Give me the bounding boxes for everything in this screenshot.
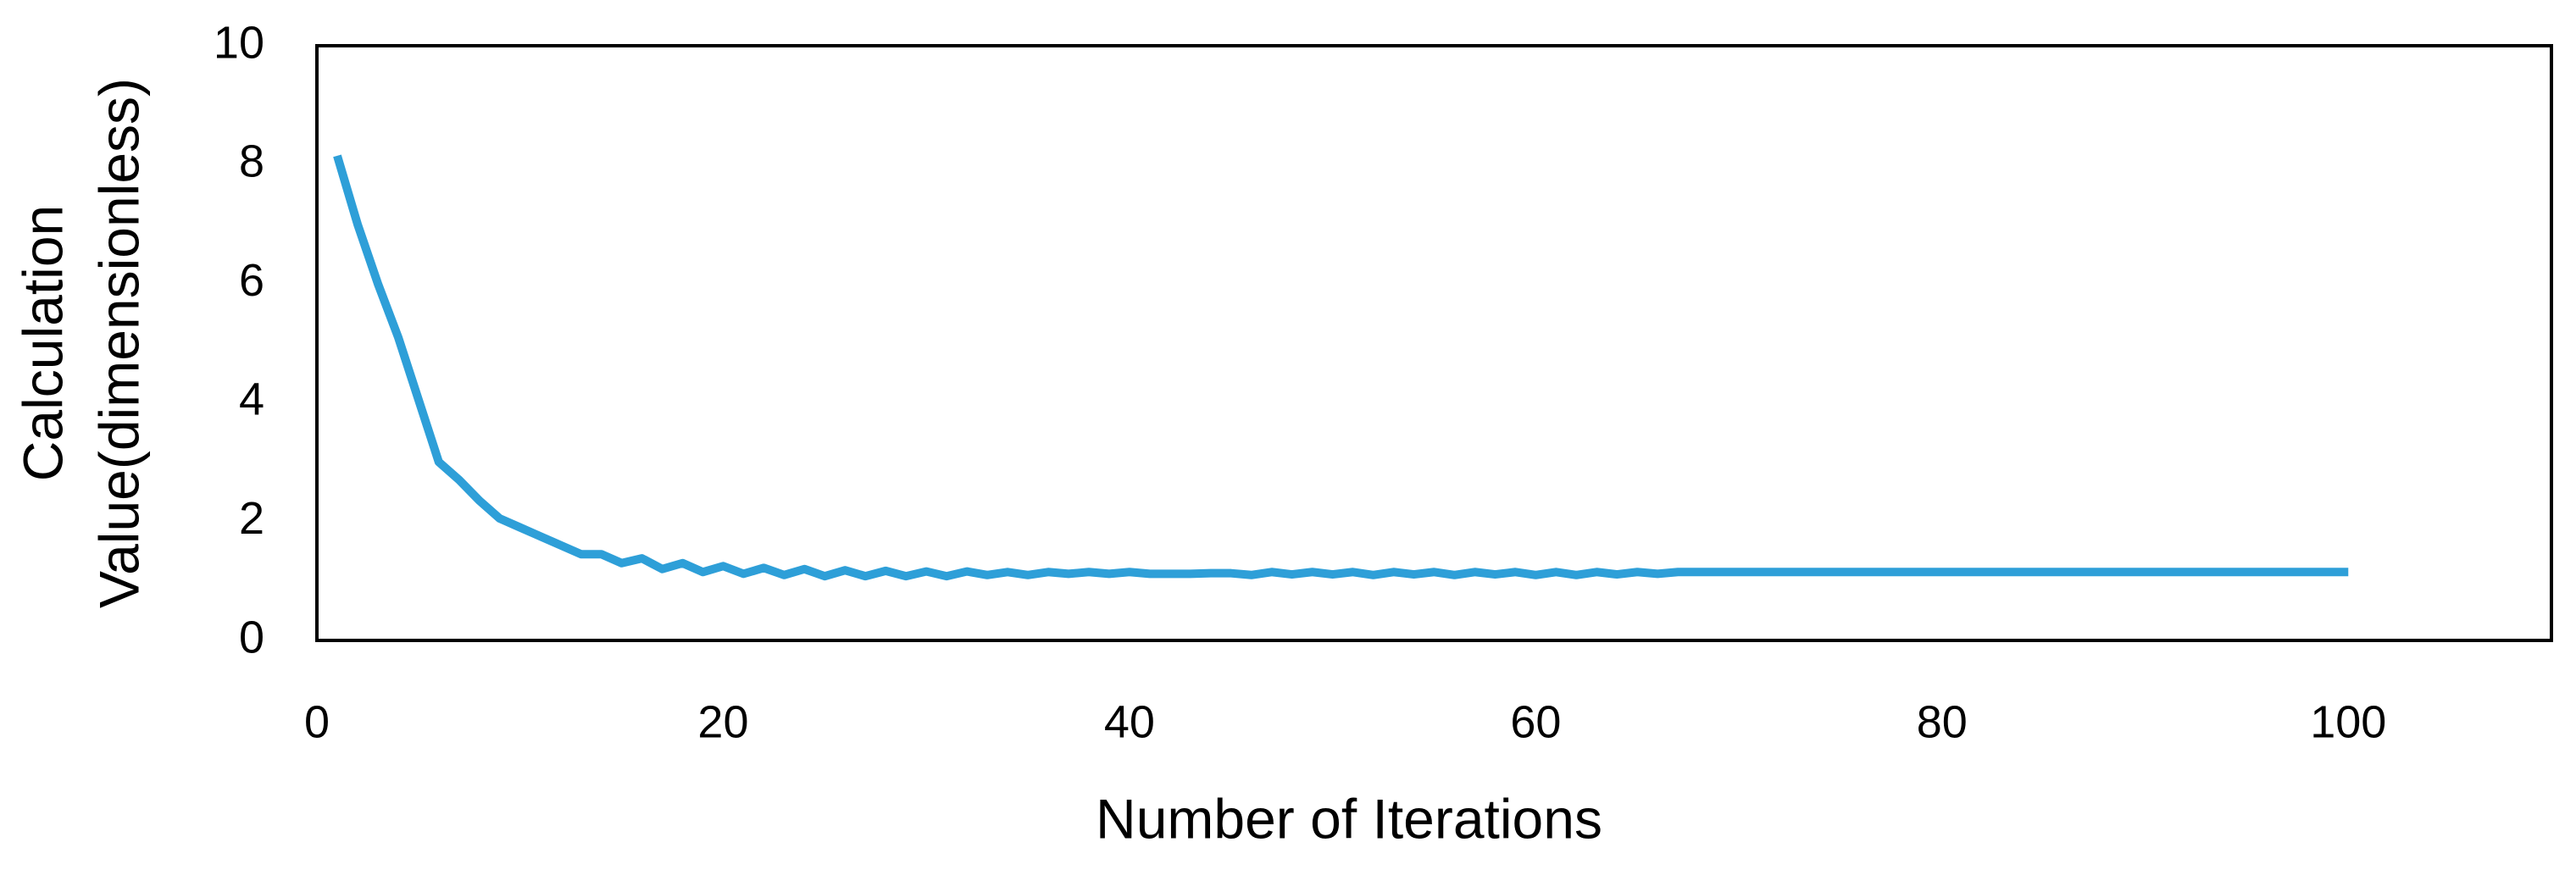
data-line: [333, 154, 2349, 581]
x-tick-label: 60: [1510, 696, 1561, 747]
y-tick-label: 10: [214, 17, 264, 68]
x-tick-label: 100: [2310, 696, 2386, 747]
y-tick-label: 8: [239, 136, 264, 187]
y-axis-title-line: Calculation: [11, 205, 74, 482]
y-axis-title-line: Value(dimensionless): [87, 78, 150, 608]
y-axis-title: Calculation Value(dimensionless): [11, 78, 150, 608]
y-tick-label: 4: [239, 374, 264, 424]
plot-frame: [315, 44, 2553, 642]
y-tick-label: 6: [239, 255, 264, 306]
y-tick-label: 0: [239, 612, 264, 662]
x-tick-label: 20: [697, 696, 748, 747]
x-tick-label: 80: [1917, 696, 1968, 747]
x-tick-label: 40: [1104, 696, 1155, 747]
x-axis-title: Number of Iterations: [1096, 787, 1602, 850]
y-tick-label: 2: [239, 493, 264, 544]
x-tick-label: 0: [304, 696, 330, 747]
